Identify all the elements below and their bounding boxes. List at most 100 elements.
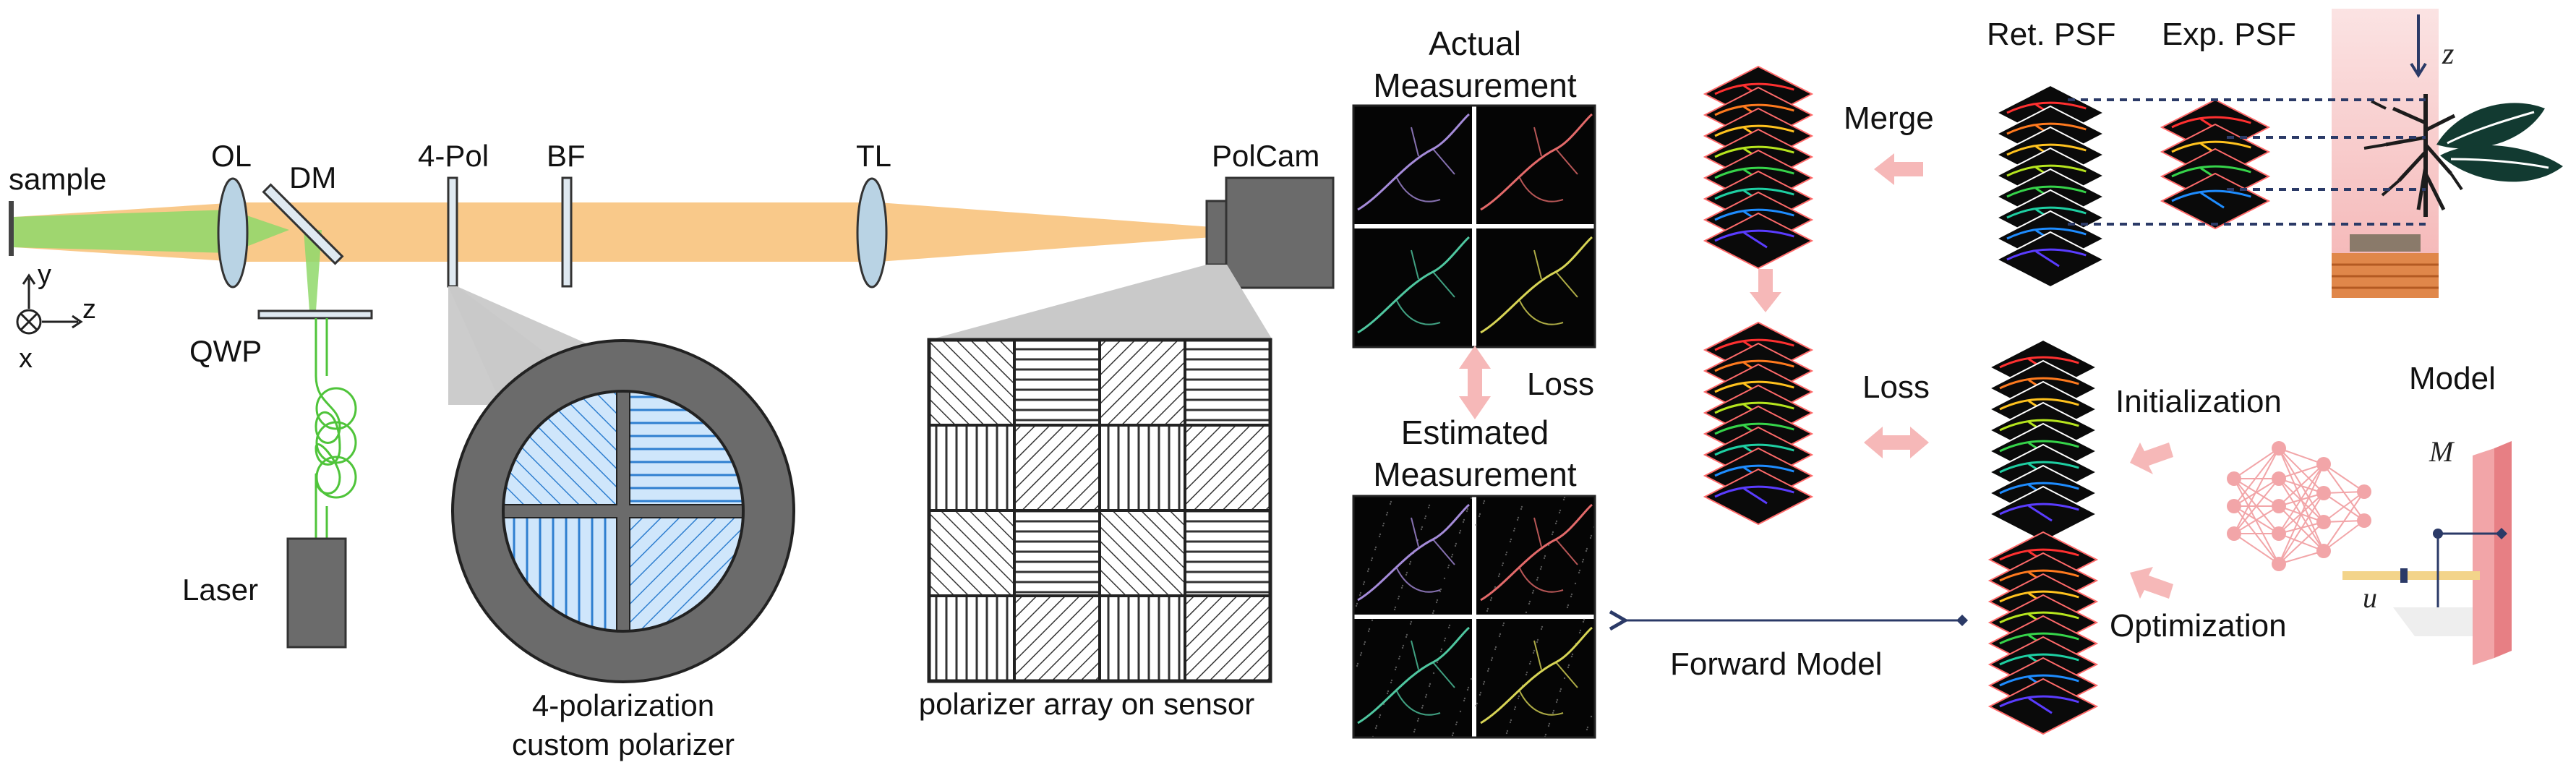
- neural-network-icon: [2227, 441, 2371, 571]
- sensor-pixel: [928, 509, 1016, 597]
- model-label: Model: [2409, 361, 2496, 396]
- nn-node: [2272, 526, 2286, 541]
- root-trace: [1480, 626, 1593, 724]
- four-pol-label: 4-Pol: [418, 139, 489, 173]
- bf-label: BF: [547, 139, 586, 173]
- qwp-label: QWP: [189, 334, 262, 368]
- laser-label: Laser: [182, 573, 258, 607]
- dm-label: DM: [289, 161, 336, 194]
- tl-label: TL: [856, 139, 891, 173]
- nn-node: [2316, 544, 2331, 558]
- actual-title-1: Actual: [1429, 25, 1521, 62]
- model-geometry: [2342, 441, 2512, 665]
- camera-icon: [1205, 176, 1335, 289]
- sensor-pixel: [1013, 338, 1101, 427]
- nn-node: [2272, 557, 2286, 571]
- measurement-panel: [1353, 619, 1472, 738]
- coordinate-axes-icon: [16, 273, 83, 335]
- loss-label-pipeline: Loss: [1862, 369, 1930, 405]
- nn-node: [2227, 526, 2241, 541]
- forward-model-label: Forward Model: [1670, 646, 1882, 682]
- to-initialization-arrow: [2130, 443, 2173, 474]
- actual-measurement-grid: [1352, 104, 1596, 349]
- ret-psf-label: Ret. PSF: [1987, 17, 2116, 52]
- measurement-panel: [1476, 619, 1595, 738]
- merge-arrow: [1874, 153, 1923, 185]
- four-polarizer: [447, 176, 458, 288]
- measurement-panel: [1476, 106, 1595, 224]
- psf-dashed-links: [2068, 98, 2426, 226]
- nn-node: [2272, 499, 2286, 513]
- sensor-zoom-projection: [929, 265, 1272, 340]
- merged-stack: [1703, 65, 1814, 270]
- initialization-stack: [1987, 338, 2099, 543]
- root-trace: [1357, 503, 1470, 602]
- sensor-pixel: [1098, 594, 1186, 683]
- sensor-pixel: [1098, 338, 1186, 427]
- nn-node: [2357, 484, 2371, 499]
- u-label: u: [2363, 581, 2377, 614]
- estimated-title-2: Measurement: [1373, 456, 1576, 493]
- estimated-stack: [1703, 321, 1814, 526]
- z-arrow-head: [2410, 62, 2427, 78]
- nn-node: [2227, 471, 2241, 486]
- to-optimization-arrow: [2130, 567, 2173, 599]
- sensor-pixel: [1184, 338, 1272, 427]
- custom-polarizer-caption-1: 4-polarization: [532, 688, 714, 722]
- sensor-array-caption: polarizer array on sensor: [919, 687, 1255, 721]
- exp-psf-label: Exp. PSF: [2162, 17, 2296, 52]
- sensor-pixel: [1013, 509, 1101, 597]
- leaf-plant-icon: [2363, 94, 2563, 217]
- nn-node: [2316, 515, 2331, 529]
- measurement-panel: [1476, 496, 1595, 615]
- loss-vertical-arrow: [1459, 346, 1491, 419]
- measurement-panel: [1353, 228, 1472, 347]
- nn-node: [2272, 471, 2286, 486]
- fiber-loops: [315, 318, 357, 539]
- optimization-stack: [1987, 531, 2099, 735]
- sensor-pixel: [928, 338, 1016, 427]
- retrieved-psf-stack: [1995, 84, 2106, 288]
- sensor-pixel: [1184, 509, 1272, 597]
- estimated-measurement-grid: [1352, 495, 1596, 739]
- nn-node: [2316, 457, 2331, 471]
- root-trace: [1480, 113, 1593, 211]
- sensor-pixel: [1098, 509, 1186, 597]
- loss-horizontal-arrow: [1864, 427, 1929, 458]
- axis-z-label: z: [82, 294, 96, 325]
- tube-lens: [856, 177, 888, 288]
- sensor-pixel: [1184, 424, 1272, 512]
- laser-box-icon: [286, 537, 347, 649]
- z-axis-label: z: [2442, 38, 2454, 71]
- sensor-polarizer-array: [927, 338, 1272, 683]
- nn-node: [2357, 513, 2371, 528]
- sensor-pixel: [1184, 594, 1272, 683]
- optimization-label: Optimization: [2110, 608, 2287, 644]
- m-label: M: [2429, 435, 2455, 468]
- ol-label: OL: [211, 139, 252, 173]
- measurement-panel: [1353, 496, 1472, 615]
- nn-node: [2227, 499, 2241, 513]
- estimated-title-1: Estimated: [1401, 414, 1549, 451]
- sample-tube: [2332, 9, 2439, 298]
- band-filter: [561, 176, 573, 288]
- sensor-pixel: [928, 594, 1016, 683]
- optical-setup: sample y z x OL DM QWP: [9, 139, 1335, 649]
- nn-node: [2272, 441, 2286, 456]
- polarizer-disk-icon: [451, 339, 795, 683]
- merge-label: Merge: [1844, 101, 1934, 136]
- root-trace: [1480, 236, 1593, 334]
- sample-label: sample: [9, 162, 106, 196]
- axis-x-label: x: [19, 343, 33, 374]
- axis-y-label: y: [38, 260, 51, 290]
- quarter-wave-plate: [257, 309, 373, 320]
- excitation-down-beam: [304, 230, 322, 311]
- custom-polarizer-caption-2: custom polarizer: [512, 727, 735, 761]
- sample-slide: [9, 201, 14, 256]
- sensor-pixel: [1013, 594, 1101, 683]
- sensor-pixel: [928, 424, 1016, 512]
- measurement-panel: [1353, 106, 1472, 224]
- experimental-psf-stack: [2160, 98, 2271, 230]
- root-trace: [1357, 236, 1470, 334]
- root-trace: [1480, 503, 1593, 602]
